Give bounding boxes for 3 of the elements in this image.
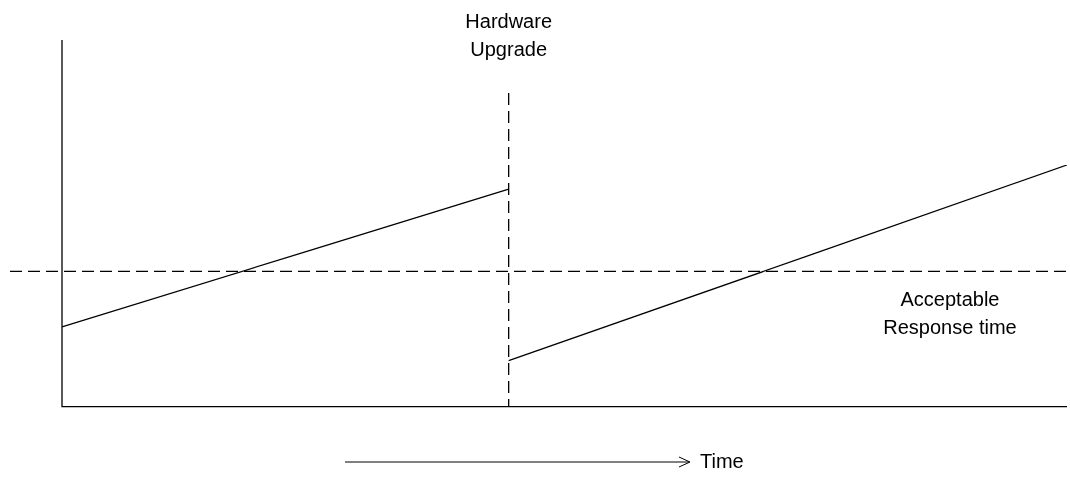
x-axis-title: Time — [700, 450, 744, 473]
text: Hardware Upgrade — [465, 10, 553, 60]
ref-line-label: Acceptable Response time — [883, 288, 1017, 339]
